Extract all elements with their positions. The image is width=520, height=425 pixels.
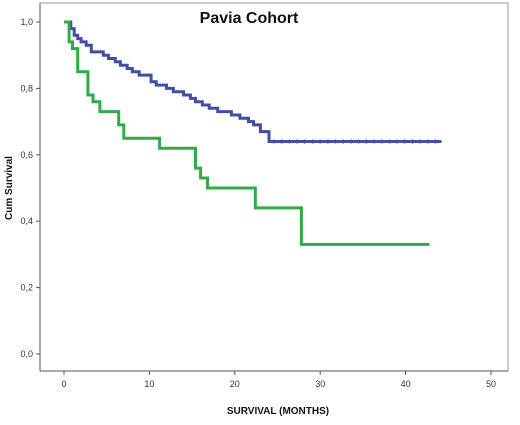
- y-tick-label: 0,0: [20, 349, 33, 359]
- x-tick-label: 20: [230, 379, 240, 389]
- y-tick-label: 0,8: [20, 83, 33, 93]
- survival-curve-2: [64, 20, 430, 246]
- y-axis-label: Cum Survival: [4, 156, 15, 220]
- x-tick-label: 10: [144, 379, 154, 389]
- x-tick-label: 0: [61, 379, 66, 389]
- x-tick-label: 40: [401, 379, 411, 389]
- y-tick-label: 1,0: [20, 17, 33, 27]
- survival-curve-1: [64, 20, 442, 143]
- series-group: [64, 20, 442, 246]
- chart-title: Pavia Cohort: [200, 10, 299, 27]
- plot-area: [39, 2, 509, 372]
- y-tick-label: 0,4: [20, 216, 33, 226]
- y-tick-label: 0,2: [20, 283, 33, 293]
- y-axis-ticks: 0,0 0,2 0,4 0,6 0,8 1,0: [20, 17, 40, 359]
- x-axis-ticks: 0 10 20 30 40 50: [61, 371, 496, 389]
- x-tick-label: 30: [315, 379, 325, 389]
- y-tick-label: 0,6: [20, 150, 33, 160]
- x-axis-label: SURVIVAL (MONTHS): [227, 406, 329, 417]
- x-tick-label: 50: [486, 379, 496, 389]
